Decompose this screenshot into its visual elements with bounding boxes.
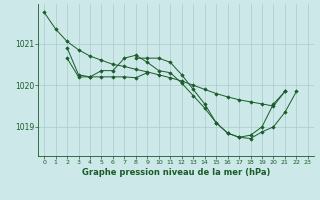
X-axis label: Graphe pression niveau de la mer (hPa): Graphe pression niveau de la mer (hPa) — [82, 168, 270, 177]
